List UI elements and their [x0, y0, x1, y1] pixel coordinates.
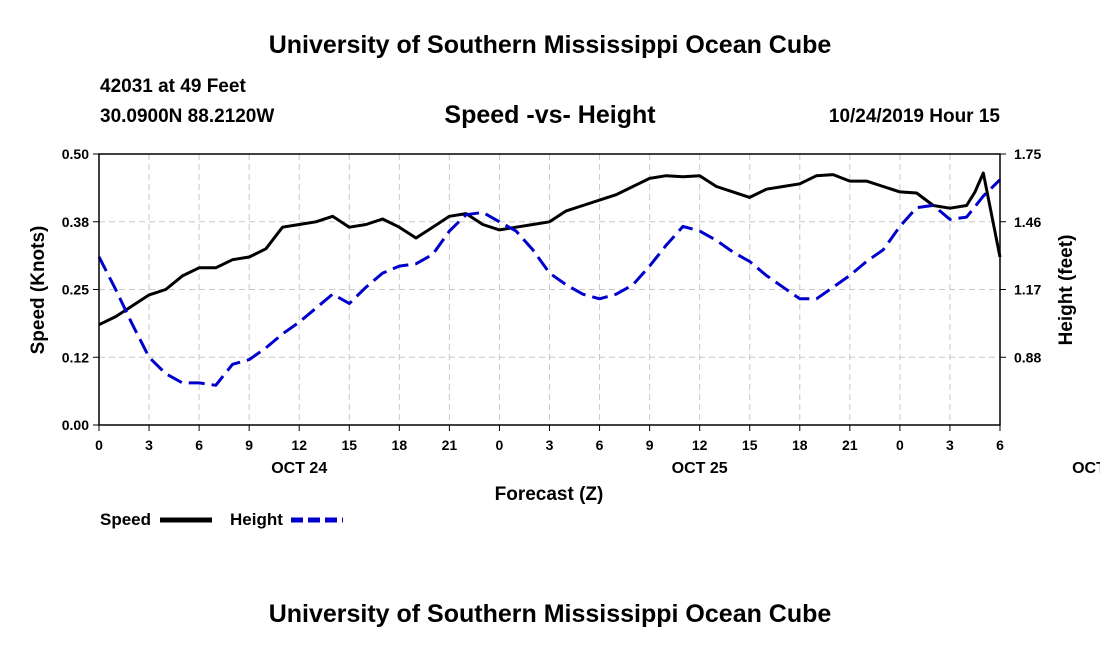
- page-title: University of Southern Mississippi Ocean…: [268, 31, 832, 59]
- x-tick-label: 6: [195, 437, 203, 453]
- y2-tick-label: 1.75: [1014, 146, 1041, 162]
- y-tick-label: 0.25: [62, 282, 89, 298]
- y-tick-label: 0.50: [62, 146, 89, 162]
- x-tick-label: 3: [546, 437, 554, 453]
- series-line-height: [97, 178, 1002, 387]
- coordinates-label: 30.0900N 88.2120W: [100, 106, 275, 127]
- x-tick-label: 15: [341, 437, 357, 453]
- footer-title: University of Southern Mississippi Ocean…: [268, 600, 832, 628]
- date-label: OCT 25: [672, 460, 728, 477]
- x-tick-label: 12: [692, 437, 708, 453]
- y2-tick-label: 0.88: [1014, 349, 1041, 365]
- x-tick-label: 0: [95, 437, 103, 453]
- legend: Speed Height: [100, 510, 343, 529]
- x-tick-label: 12: [291, 437, 307, 453]
- x-tick-label: 9: [646, 437, 654, 453]
- y2-tick-label: 1.46: [1014, 214, 1041, 230]
- x-tick-label: 18: [792, 437, 808, 453]
- station-label: 42031 at 49 Feet: [100, 76, 246, 97]
- legend-label-speed: Speed: [100, 510, 151, 529]
- x-tick-label: 6: [596, 437, 604, 453]
- x-tick-label: 0: [896, 437, 904, 453]
- x-tick-label: 3: [946, 437, 954, 453]
- series-layer: [97, 171, 1002, 387]
- y-tick-label: 0.12: [62, 349, 89, 365]
- date-label: OCT 26: [1072, 460, 1100, 477]
- chart-title: Speed -vs- Height: [444, 101, 656, 129]
- x-tick-label: 3: [145, 437, 153, 453]
- x-axis-label: Forecast (Z): [495, 484, 604, 505]
- y2-tick-label: 1.17: [1014, 282, 1041, 298]
- date-label: OCT 24: [271, 460, 327, 477]
- y2-axis-label: Height (feet): [1056, 235, 1077, 346]
- x-tick-label: 18: [392, 437, 408, 453]
- x-tick-label: 21: [842, 437, 858, 453]
- x-tick-label: 9: [245, 437, 253, 453]
- run-time-label: 10/24/2019 Hour 15: [828, 106, 1000, 127]
- y-tick-label: 0.00: [62, 417, 89, 433]
- grid: [99, 154, 1000, 425]
- x-tick-label: 6: [996, 437, 1004, 453]
- legend-label-height: Height: [230, 510, 283, 529]
- x-tick-label: 21: [442, 437, 458, 453]
- y-tick-label: 0.38: [62, 214, 89, 230]
- x-tick-label: 15: [742, 437, 758, 453]
- x-tick-label: 0: [496, 437, 504, 453]
- axes: 0 3 6 9 12 15 18 21 0 3 6 9 12 15 18 21 0 3 6 OCT 24 OCT 25 O…: [62, 146, 1100, 477]
- series-line-speed: [98, 171, 1002, 327]
- y-axis-label: Speed (Knots): [28, 226, 49, 355]
